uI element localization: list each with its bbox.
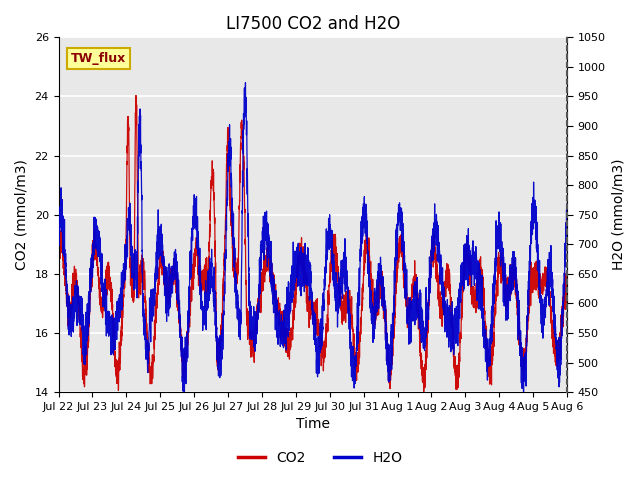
Y-axis label: H2O (mmol/m3): H2O (mmol/m3) [611, 159, 625, 270]
Text: TW_flux: TW_flux [71, 52, 127, 65]
Title: LI7500 CO2 and H2O: LI7500 CO2 and H2O [226, 15, 400, 33]
Legend: CO2, H2O: CO2, H2O [232, 445, 408, 471]
Y-axis label: CO2 (mmol/m3): CO2 (mmol/m3) [15, 159, 29, 270]
X-axis label: Time: Time [296, 418, 330, 432]
